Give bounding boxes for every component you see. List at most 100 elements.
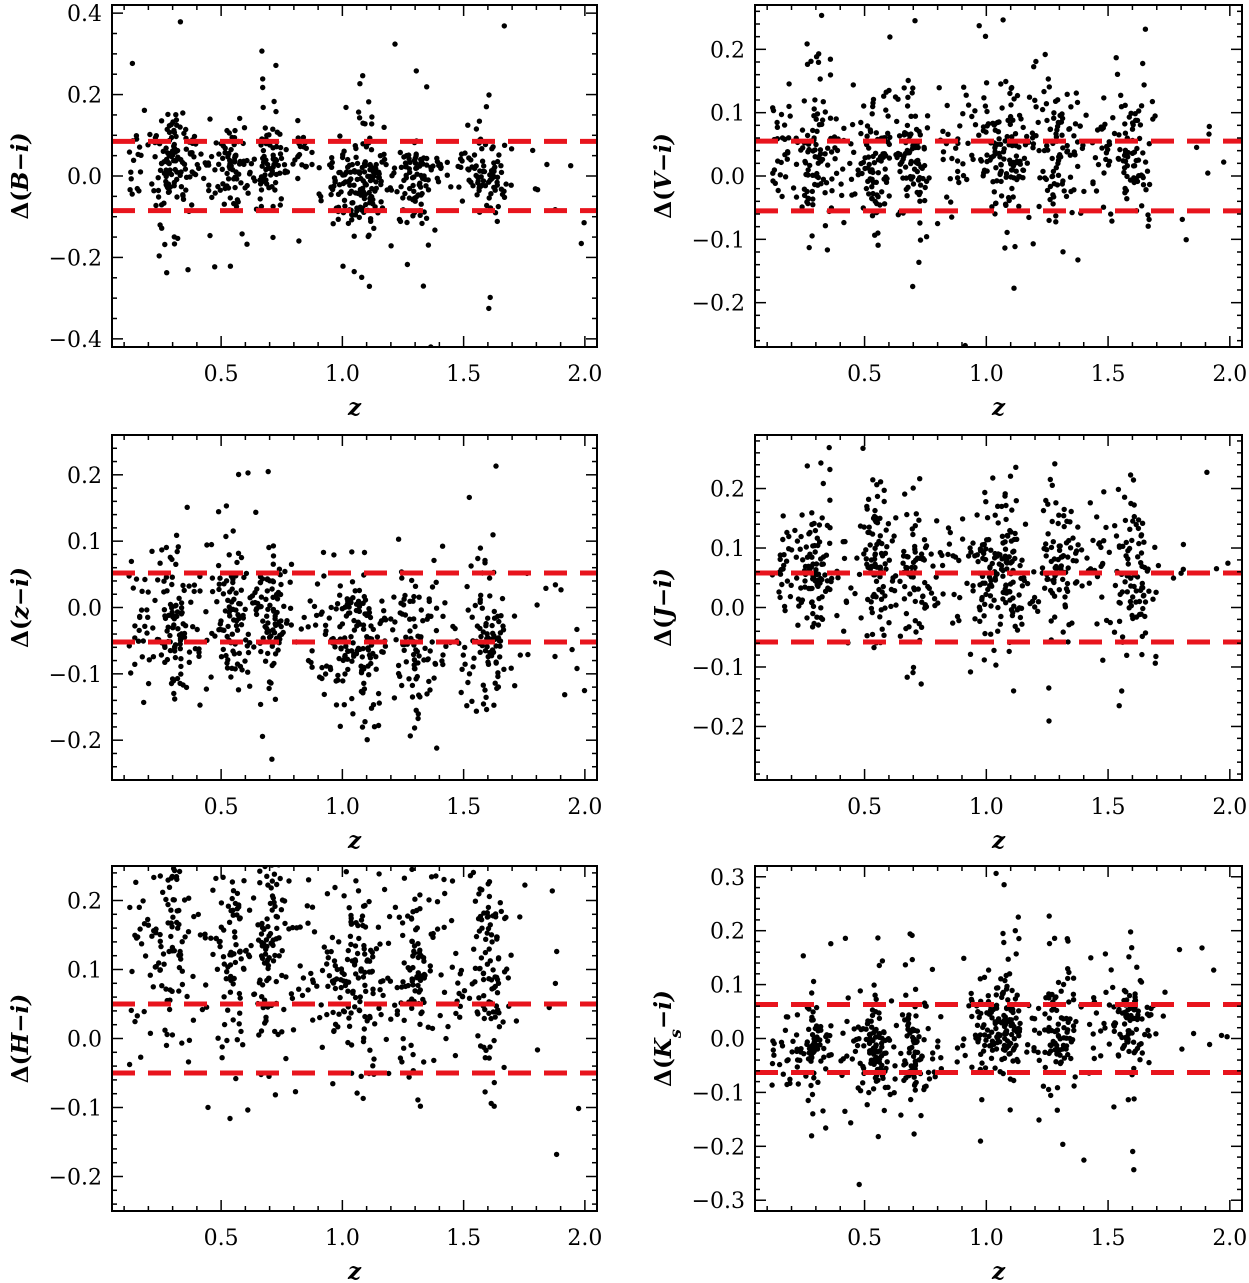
data-point xyxy=(961,955,967,961)
data-point xyxy=(1014,1028,1020,1035)
data-point xyxy=(945,131,951,137)
data-point xyxy=(1142,599,1149,605)
data-point xyxy=(355,169,361,175)
data-point xyxy=(186,659,192,665)
data-point xyxy=(362,181,368,187)
data-point xyxy=(1069,209,1075,216)
data-point xyxy=(467,873,474,879)
data-point xyxy=(1012,530,1018,537)
data-point xyxy=(424,691,430,697)
data-point xyxy=(820,480,826,487)
data-point xyxy=(410,953,416,959)
data-point xyxy=(281,162,288,168)
data-point xyxy=(236,161,243,167)
data-point xyxy=(781,603,788,610)
data-point xyxy=(431,675,437,681)
data-point xyxy=(171,948,177,954)
data-point xyxy=(895,212,901,218)
data-point xyxy=(197,702,203,708)
data-point xyxy=(178,956,184,962)
data-point xyxy=(497,900,503,906)
data-point xyxy=(860,159,867,166)
data-point xyxy=(224,665,231,671)
data-point xyxy=(478,174,484,180)
data-point xyxy=(815,59,822,65)
data-point xyxy=(1036,203,1042,210)
data-point xyxy=(1005,997,1011,1003)
data-point xyxy=(985,967,992,973)
data-point xyxy=(275,589,282,596)
data-point xyxy=(1054,182,1061,188)
data-point xyxy=(911,1131,917,1137)
data-point xyxy=(1067,174,1074,180)
data-point xyxy=(341,1009,348,1015)
data-point xyxy=(1002,1035,1008,1042)
x-tick-label: 1.0 xyxy=(325,795,360,820)
data-point xyxy=(237,1010,243,1016)
data-point xyxy=(902,491,908,497)
data-point xyxy=(340,657,346,664)
data-point xyxy=(273,62,279,69)
data-point xyxy=(1054,1085,1061,1091)
data-point xyxy=(979,1097,985,1103)
data-point xyxy=(1080,142,1086,148)
data-point xyxy=(1131,1065,1137,1072)
data-point xyxy=(864,123,871,129)
data-point xyxy=(498,163,504,169)
data-point xyxy=(1221,159,1227,165)
data-point xyxy=(178,184,185,190)
data-point xyxy=(383,1036,389,1043)
data-point xyxy=(478,917,485,923)
data-point xyxy=(422,645,428,651)
data-point xyxy=(918,1112,924,1119)
data-point xyxy=(944,102,950,109)
data-point xyxy=(275,1031,281,1038)
data-point xyxy=(794,1048,800,1055)
data-point xyxy=(233,618,240,624)
data-point xyxy=(1132,997,1139,1004)
data-point xyxy=(337,723,343,729)
data-point xyxy=(215,509,222,515)
y-tick-label: −0.2 xyxy=(49,729,102,754)
data-point xyxy=(816,522,823,528)
data-point xyxy=(814,582,820,588)
data-point xyxy=(1098,1028,1104,1034)
data-point xyxy=(1026,94,1033,100)
data-point xyxy=(273,978,279,985)
data-point xyxy=(333,702,340,708)
data-point xyxy=(1100,204,1107,210)
data-point xyxy=(236,990,243,997)
data-point xyxy=(777,594,783,601)
data-point xyxy=(413,837,418,842)
data-point xyxy=(360,626,367,632)
data-point xyxy=(866,145,872,151)
data-point xyxy=(473,708,480,714)
data-point xyxy=(980,1048,987,1054)
data-point xyxy=(331,1028,337,1034)
data-point xyxy=(1047,587,1054,594)
data-point xyxy=(1199,945,1205,951)
data-point xyxy=(376,1005,382,1011)
data-point xyxy=(409,694,416,700)
data-point xyxy=(1073,90,1080,96)
data-point xyxy=(1075,163,1081,170)
data-point xyxy=(349,161,355,168)
data-point xyxy=(352,943,359,949)
data-point xyxy=(1059,181,1066,187)
data-point xyxy=(276,953,282,959)
data-point xyxy=(1017,562,1023,569)
data-point xyxy=(348,1010,354,1016)
data-point xyxy=(1047,183,1054,190)
data-point xyxy=(159,547,165,553)
data-point xyxy=(998,81,1004,87)
data-point xyxy=(805,149,811,155)
data-point xyxy=(912,543,918,550)
data-point xyxy=(861,551,867,557)
data-point xyxy=(486,92,492,98)
data-point xyxy=(903,131,910,137)
data-point xyxy=(922,579,928,586)
data-point xyxy=(357,994,363,1000)
data-point xyxy=(272,696,279,702)
data-point xyxy=(452,625,458,632)
data-point xyxy=(1055,97,1061,103)
